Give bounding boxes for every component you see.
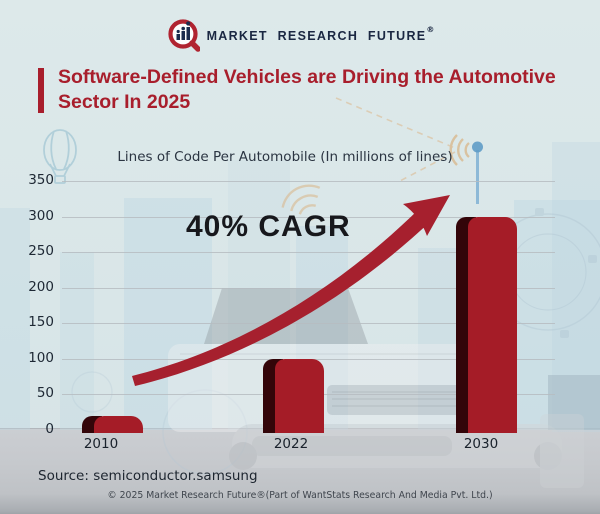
bar-2022 bbox=[262, 358, 324, 433]
y-tick-label: 100 bbox=[28, 349, 54, 366]
y-gridline bbox=[62, 181, 555, 182]
mrf-logo-icon bbox=[167, 19, 200, 52]
x-tick-label: 2010 bbox=[83, 436, 119, 452]
y-tick-label: 250 bbox=[28, 243, 54, 260]
y-tick-label: 300 bbox=[28, 207, 54, 224]
y-tick-label: 200 bbox=[28, 278, 54, 295]
x-tick-label: 2022 bbox=[273, 436, 309, 452]
antenna-icon bbox=[449, 134, 483, 204]
y-tick-label: 0 bbox=[45, 421, 54, 437]
y-tick-label: 50 bbox=[36, 385, 54, 402]
bar-face bbox=[93, 415, 143, 433]
source-credit: Source: semiconductor.samsung bbox=[38, 468, 258, 484]
brand-name: MARKET RESEARCH FUTURE® bbox=[207, 25, 435, 44]
page-title-line2: Sector In 2025 bbox=[58, 91, 191, 113]
bar-2030 bbox=[455, 216, 517, 433]
x-tick-label: 2030 bbox=[463, 436, 499, 452]
page-title: Software-Defined Vehicles are Driving th… bbox=[58, 65, 556, 115]
page-title-line1: Software-Defined Vehicles are Driving th… bbox=[58, 66, 556, 88]
balloon-icon bbox=[43, 129, 77, 184]
bar-face bbox=[274, 358, 324, 433]
header: MARKET RESEARCH FUTURE® bbox=[0, 16, 600, 52]
registered-mark: ® bbox=[426, 24, 435, 34]
bar-face bbox=[467, 216, 517, 433]
copyright-footnote: © 2025 Market Research Future®(Part of W… bbox=[107, 490, 493, 501]
y-tick-label: 350 bbox=[28, 172, 54, 188]
brand-text: MARKET RESEARCH FUTURE bbox=[206, 28, 427, 43]
title-accent-bar bbox=[38, 68, 44, 113]
headline-block: Software-Defined Vehicles are Driving th… bbox=[38, 65, 556, 115]
bar-2010 bbox=[81, 415, 143, 433]
wifi-arcs-icon bbox=[449, 134, 470, 166]
y-tick-label: 150 bbox=[28, 314, 54, 331]
chart-title: Lines of Code Per Automobile (In million… bbox=[117, 149, 453, 165]
cagr-annotation: 40% CAGR bbox=[186, 210, 351, 243]
